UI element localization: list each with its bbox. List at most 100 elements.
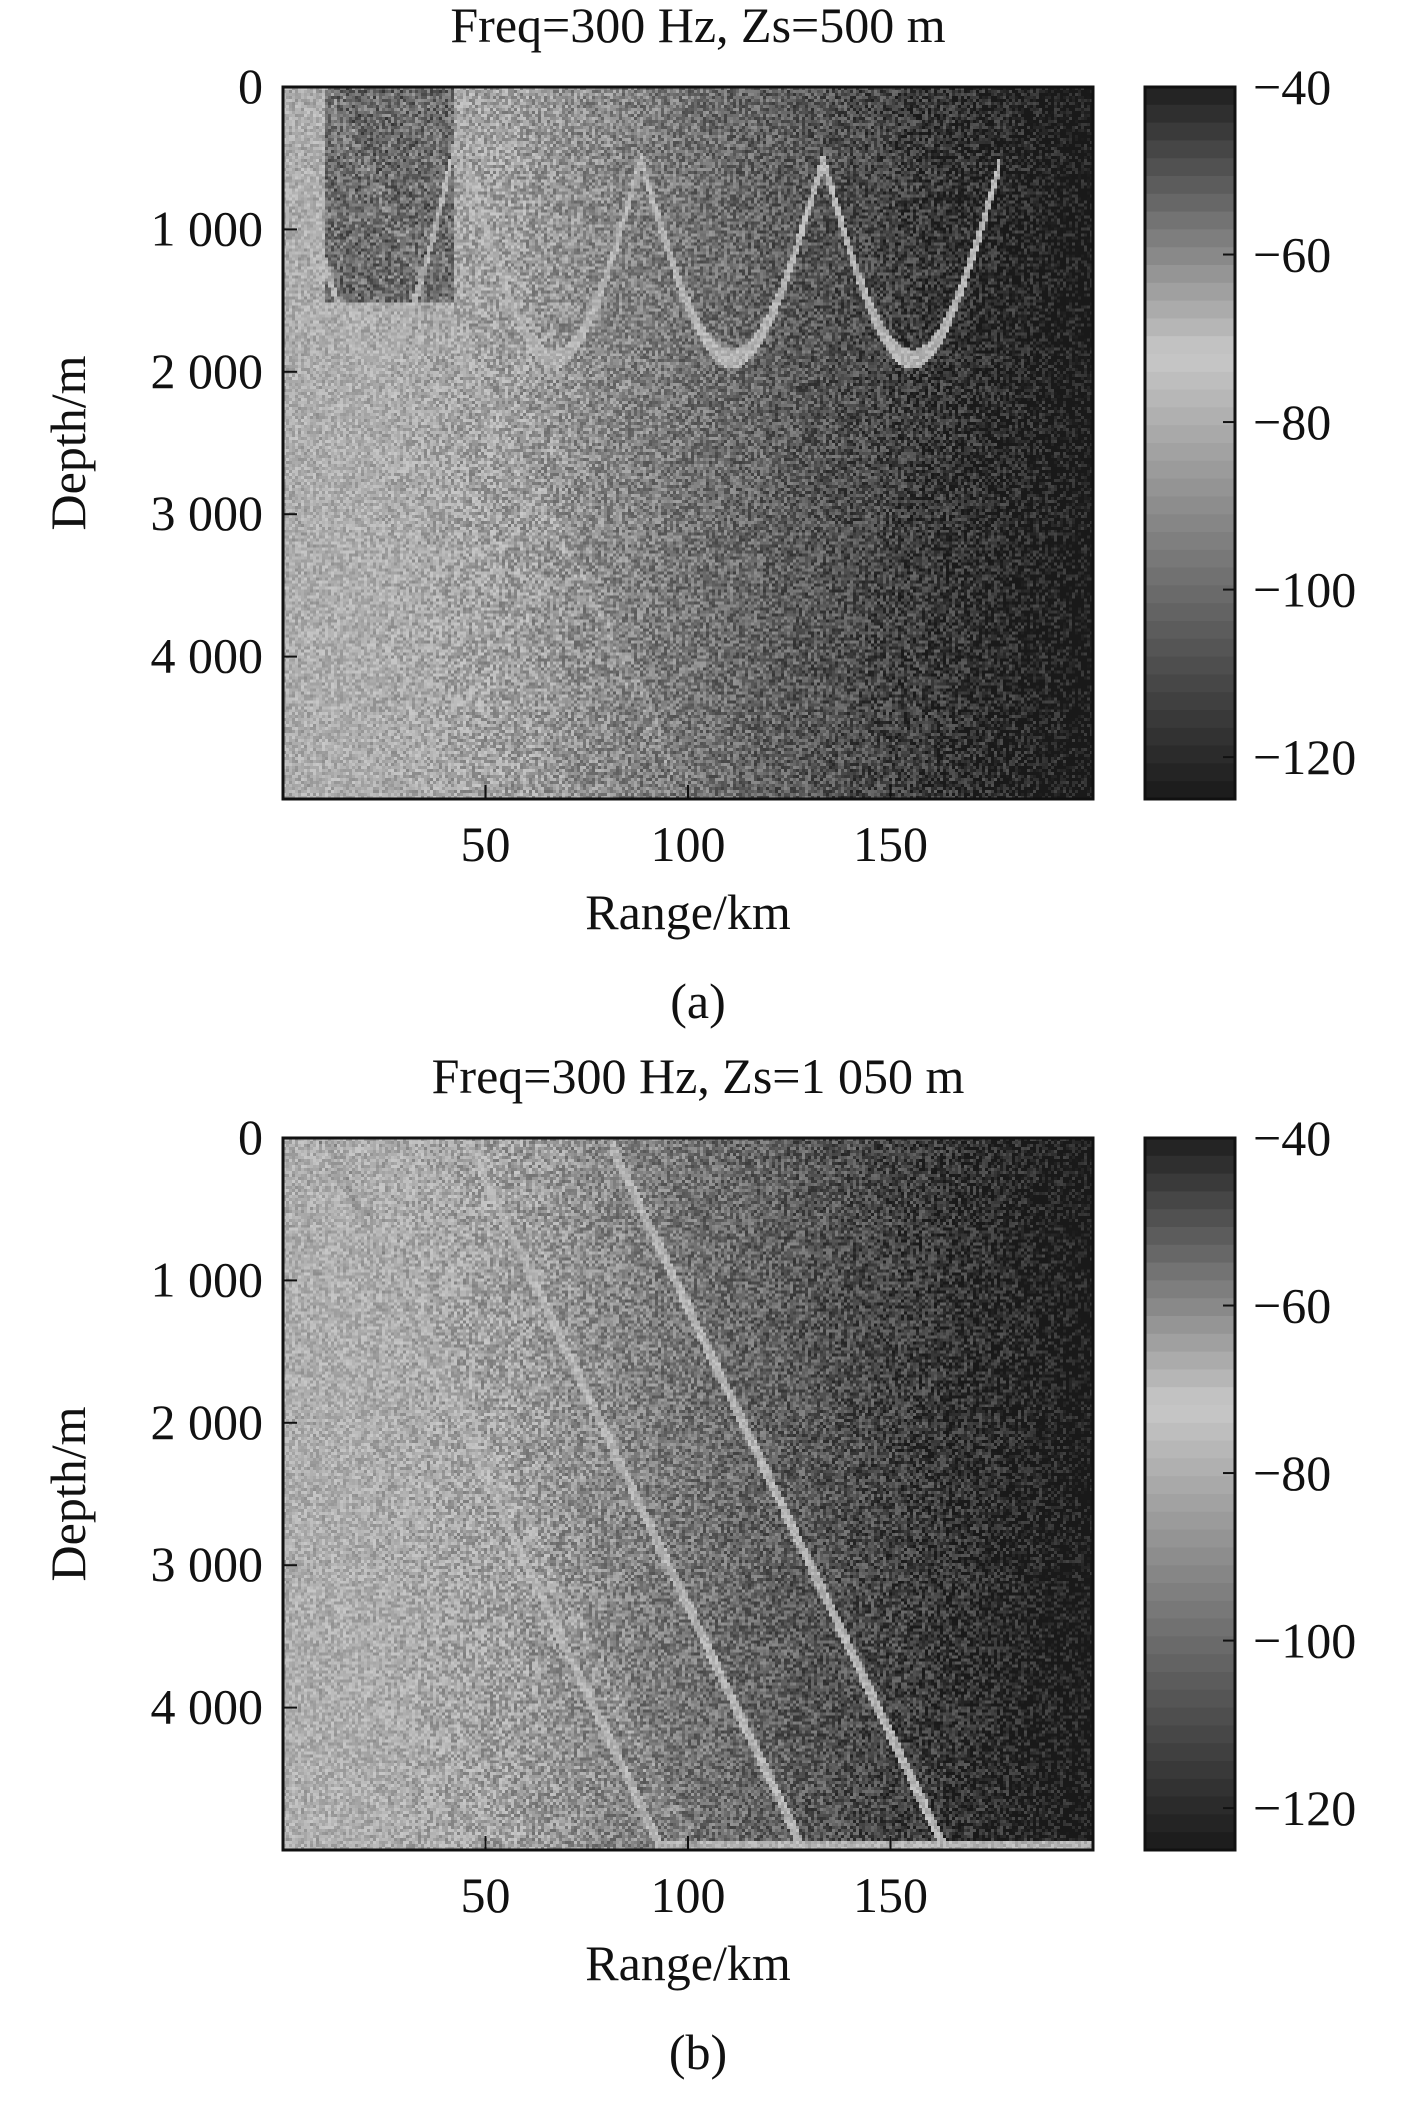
colorbar-swatch (1145, 1725, 1235, 1744)
chart-svg: Freq=300 Hz, Zs=500 m 50 100 150 0 1 000 2 000… (40, 0, 1356, 1029)
colorbar-swatch (1145, 727, 1235, 747)
colorbar-swatch (1145, 763, 1235, 782)
y-tick-label: 1 000 (151, 1251, 264, 1307)
y-tick-label: 1 000 (151, 200, 264, 256)
y-tick-label: 0 (238, 58, 263, 114)
y-tick-label: 4 000 (151, 628, 264, 684)
colorbar-swatch (1145, 318, 1235, 337)
colorbar-swatch (1145, 1511, 1235, 1531)
colorbar-swatch (1145, 389, 1235, 408)
colorbar-swatch (1145, 567, 1235, 586)
colorbar-swatch (1145, 460, 1235, 480)
colorbar-swatch (1145, 1476, 1235, 1495)
colorbar-tick-label: −100 (1253, 1613, 1356, 1669)
heatmap-field (283, 1138, 1093, 1850)
colorbar-swatch (1145, 247, 1235, 266)
colorbar-tick-label: −60 (1253, 227, 1331, 283)
colorbar-swatch (1145, 265, 1235, 284)
colorbar-swatch (1145, 158, 1235, 177)
colorbar-swatch (1145, 585, 1235, 604)
colorbar-swatch (1145, 1778, 1235, 1798)
colorbar-swatch (1145, 1583, 1235, 1602)
y-tick-label: 2 000 (151, 1394, 264, 1450)
colorbar-swatch (1145, 1565, 1235, 1584)
colorbar-swatch (1145, 1155, 1235, 1175)
colorbar-swatch (1145, 1689, 1235, 1709)
colorbar-swatch (1145, 674, 1235, 693)
figure-caption: (b) (669, 2024, 727, 2080)
x-tick-label: 150 (853, 1867, 928, 1923)
colorbar-swatch (1145, 1316, 1235, 1335)
colorbar-swatch (1145, 656, 1235, 675)
colorbar-frame (1143, 1136, 1237, 1852)
colorbar-swatch (1145, 1209, 1235, 1228)
colorbar-swatch (1145, 1618, 1235, 1637)
colorbar-swatch (1145, 621, 1235, 640)
y-tick-label: 2 000 (151, 343, 264, 399)
colorbar-swatch (1145, 87, 1235, 106)
colorbar-swatch (1145, 781, 1235, 800)
colorbar-swatch (1145, 1636, 1235, 1655)
figure-caption: (a) (670, 973, 726, 1029)
x-tick-label: 50 (461, 816, 511, 872)
colorbar-swatch (1145, 1422, 1235, 1442)
colorbar-swatch (1145, 1440, 1235, 1459)
colorbar-swatch (1145, 282, 1235, 302)
colorbar-swatch (1145, 211, 1235, 230)
colorbar-swatch (1145, 692, 1235, 711)
colorbar-swatch (1145, 1405, 1235, 1424)
x-tick-label: 100 (651, 1867, 726, 1923)
y-tick-label: 4 000 (151, 1679, 264, 1735)
colorbar-swatch (1145, 1138, 1235, 1157)
x-tick-label: 100 (651, 816, 726, 872)
colorbar-swatch (1145, 1600, 1235, 1620)
x-axis-label: Range/km (585, 1935, 791, 1991)
colorbar-swatch (1145, 1707, 1235, 1726)
colorbar-swatch (1145, 1672, 1235, 1691)
colorbar-swatch (1145, 638, 1235, 658)
colorbar-swatch (1145, 354, 1235, 373)
colorbar-swatch (1145, 176, 1235, 195)
colorbar-swatch (1145, 1298, 1235, 1317)
colorbar-tick-label: −120 (1253, 729, 1356, 785)
colorbar-swatch (1145, 193, 1235, 213)
colorbar-swatch (1145, 549, 1235, 569)
chart-title: Freq=300 Hz, Zs=500 m (450, 0, 945, 53)
colorbar-swatch (1145, 371, 1235, 391)
heatmap-field (283, 87, 1093, 799)
colorbar-swatch (1145, 104, 1235, 124)
colorbar-swatch (1145, 1529, 1235, 1548)
chart-title: Freq=300 Hz, Zs=1 050 m (432, 1051, 965, 1104)
colorbar-tick-label: −80 (1253, 394, 1331, 450)
y-tick-label: 3 000 (151, 485, 264, 541)
colorbar-tick-label: −100 (1253, 562, 1356, 618)
colorbar-swatch (1145, 1761, 1235, 1780)
y-tick-label: 3 000 (151, 1536, 264, 1592)
y-tick-label: 0 (238, 1109, 263, 1165)
colorbar-swatch (1145, 1654, 1235, 1673)
colorbar-swatch (1145, 1547, 1235, 1566)
colorbar-swatch (1145, 140, 1235, 159)
figure-b: Freq=300 Hz, Zs=1 050 m 50 100 150 0 1 000 2 0… (0, 1051, 1417, 2102)
x-tick-label: 150 (853, 816, 928, 872)
colorbar-swatch (1145, 1244, 1235, 1264)
colorbar-swatch (1145, 1369, 1235, 1388)
colorbar-swatch (1145, 407, 1235, 426)
colorbar-swatch (1145, 1832, 1235, 1851)
colorbar-swatch (1145, 1262, 1235, 1281)
colorbar-swatch (1145, 122, 1235, 141)
colorbar-swatch (1145, 532, 1235, 551)
colorbar-tick-label: −40 (1253, 59, 1331, 115)
colorbar-tick-label: −120 (1253, 1780, 1356, 1836)
colorbar-swatch (1145, 1387, 1235, 1406)
y-axis-label: Depth/m (40, 1406, 96, 1581)
x-tick-label: 50 (461, 1867, 511, 1923)
chart-svg: Freq=300 Hz, Zs=1 050 m 50 100 150 0 1 000 2 0… (40, 1051, 1356, 2080)
colorbar-swatch (1145, 425, 1235, 444)
colorbar-swatch (1145, 229, 1235, 248)
colorbar-tick-label: −60 (1253, 1278, 1331, 1334)
colorbar-swatch (1145, 1227, 1235, 1246)
colorbar-swatch (1145, 1173, 1235, 1192)
colorbar-swatch (1145, 336, 1235, 355)
colorbar-swatch (1145, 300, 1235, 319)
